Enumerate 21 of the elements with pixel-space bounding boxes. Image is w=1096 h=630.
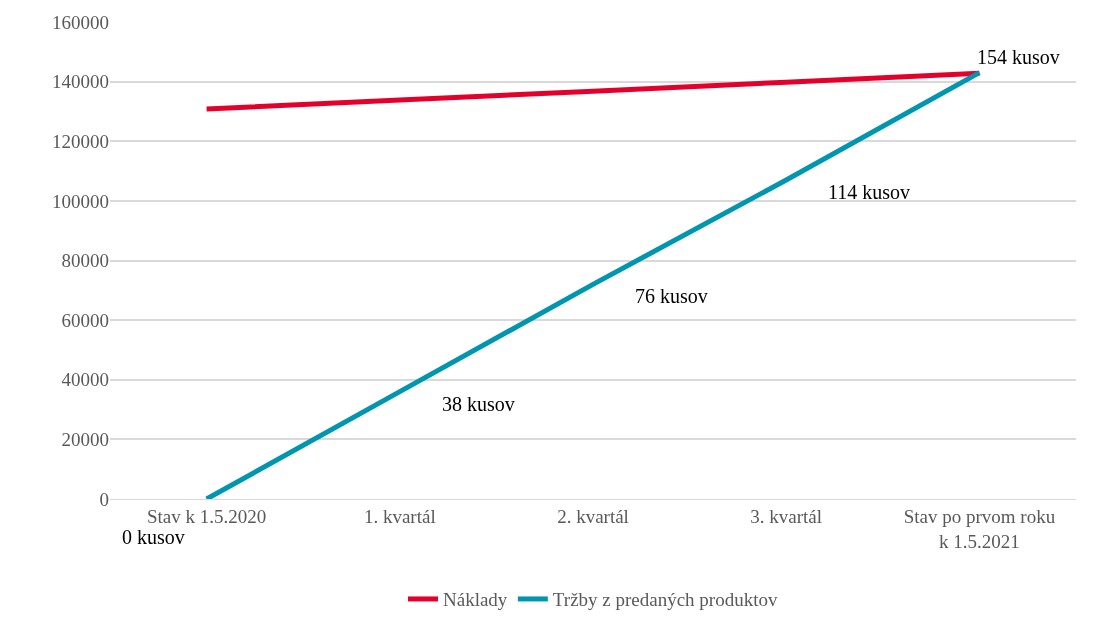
y-tick-label: 100000 bbox=[52, 190, 109, 212]
x-tick-label: 1. kvartál bbox=[363, 505, 436, 527]
x-tick-label: Stav po prvom roku k 1.5.2021 bbox=[903, 505, 1056, 552]
legend-label: Náklady bbox=[443, 589, 508, 611]
y-tick-label: 0 bbox=[99, 488, 109, 510]
annotation: 154 kusov bbox=[977, 46, 1060, 68]
annotation: 114 kusov bbox=[828, 181, 911, 203]
y-tick-label: 20000 bbox=[61, 429, 109, 451]
annotation: 76 kusov bbox=[635, 285, 708, 307]
y-tick-label: 80000 bbox=[61, 250, 109, 272]
legend-label: Tržby z predaných produktov bbox=[552, 589, 778, 611]
y-tick-label: 120000 bbox=[52, 130, 109, 152]
x-tick-label: 3. kvartál bbox=[750, 505, 823, 527]
y-tick-label: 40000 bbox=[61, 369, 109, 391]
annotation: 0 kusov bbox=[122, 526, 185, 548]
y-tick-label: 160000 bbox=[52, 11, 109, 33]
x-tick-label: Stav k 1.5.2020 bbox=[146, 505, 267, 527]
x-tick-label: 2. kvartál bbox=[557, 505, 629, 527]
y-tick-label: 60000 bbox=[61, 309, 109, 331]
annotation: 38 kusov bbox=[442, 393, 515, 415]
y-tick-label: 140000 bbox=[52, 71, 109, 93]
